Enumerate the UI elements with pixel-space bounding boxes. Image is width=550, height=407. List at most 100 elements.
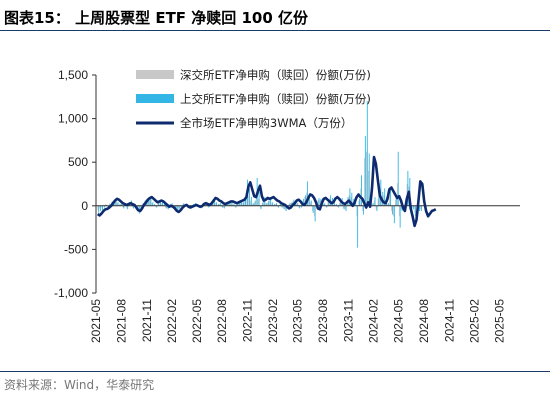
sh-bar (399, 205, 401, 228)
sh-bar (359, 198, 361, 206)
sh-bar (413, 205, 415, 210)
ma-series-line (96, 155, 437, 228)
sz-bar (176, 205, 178, 212)
sh-bar (266, 203, 268, 206)
sz-bar (99, 205, 101, 209)
sz-bar (284, 205, 286, 210)
sz-bar (178, 205, 180, 209)
sh-bar (283, 205, 285, 210)
sz-bar (257, 198, 259, 206)
legend-swatch-sz (136, 70, 174, 79)
figure-title: 图表15： 上周股票型 ETF 净赎回 100 亿份 (4, 9, 309, 27)
sh-bar (384, 188, 386, 206)
sz-bar (304, 197, 306, 206)
sz-bar (393, 205, 394, 217)
sz-bar (248, 195, 250, 206)
sh-bar (419, 205, 420, 212)
sh-bar (254, 200, 256, 206)
sh-bar (98, 205, 100, 213)
sz-bar (269, 200, 271, 206)
sh-bar (420, 205, 422, 212)
sz-bar (230, 203, 232, 206)
sh-bar (162, 202, 163, 206)
sh-bar (268, 200, 270, 206)
sz-bar (228, 202, 230, 206)
figure-title-bar: 图表15： 上周股票型 ETF 净赎回 100 亿份 (0, 8, 550, 31)
sh-bar (357, 205, 359, 248)
sh-bar (221, 205, 223, 208)
sh-bar (115, 198, 117, 206)
sh-bar (160, 200, 161, 206)
sh-bar (171, 203, 173, 206)
sh-bar (362, 205, 364, 215)
sh-bar (119, 204, 121, 206)
sh-bar (260, 205, 262, 210)
legend-label-sz: 深交所ETF净申购（赎回）份额(万份) (180, 68, 371, 82)
sh-bar (303, 198, 304, 206)
sz-bar (253, 202, 255, 206)
x-tick-label: 2023-11 (341, 299, 355, 342)
sz-bar (288, 204, 290, 206)
y-tick-label: -500 (64, 242, 88, 256)
sz-bar (364, 157, 366, 206)
sh-bar (299, 205, 301, 209)
sz-bar (265, 204, 267, 206)
y-tick-label: 0 (81, 199, 88, 213)
sh-bar (123, 205, 125, 209)
sh-bar (318, 197, 320, 206)
sh-bar (326, 205, 328, 208)
x-tick-label: 2025-05 (492, 299, 506, 343)
sz-bar (141, 204, 143, 206)
x-axis: 2021-05 2021-08 2021-11 2022-02 2022-05 2022-… (89, 299, 506, 343)
sh-bar (281, 205, 283, 208)
sz-bar (151, 203, 153, 206)
sz-bar (311, 205, 313, 212)
sh-bar (345, 205, 347, 212)
sz-bar (296, 204, 298, 206)
sh-bar (179, 205, 181, 210)
sh-bar (277, 205, 279, 208)
sh-bar (102, 205, 104, 211)
sz-bar (387, 204, 389, 206)
sz-bar (114, 200, 116, 206)
sh-bar (243, 202, 245, 206)
sz-bar (395, 199, 396, 206)
sz-bar (362, 205, 364, 212)
sh-bar (117, 202, 119, 206)
footer-rule (0, 371, 550, 372)
sh-bar (388, 203, 389, 206)
sh-bar (314, 205, 316, 222)
x-tick-label: 2024-05 (392, 299, 406, 343)
legend: 深交所ETF净申购（赎回）份额(万份) 上交所ETF净申购（赎回）份额(万份) … (136, 68, 371, 130)
sz-bar (165, 205, 166, 208)
sh-bar (361, 175, 362, 206)
sh-bar (241, 200, 243, 206)
sz-bar (122, 205, 124, 208)
sz-bar (205, 204, 207, 206)
sz-bar (356, 205, 358, 217)
sh-bar (395, 197, 397, 206)
sh-bar (165, 205, 167, 209)
sz-bar (240, 202, 242, 206)
sh-bar (252, 203, 254, 206)
sz-bar (366, 151, 367, 206)
sz-bar (149, 198, 151, 206)
sh-bar (330, 195, 332, 206)
ma-line (96, 155, 437, 228)
sz-bar (139, 205, 141, 209)
sz-bar (333, 204, 335, 206)
sh-bar (152, 202, 154, 206)
sz-bar (116, 203, 118, 206)
source-note: 资料来源：Wind，华泰研究 (4, 378, 155, 392)
sh-bar (100, 205, 102, 212)
sz-bar (317, 199, 319, 206)
sh-bar (305, 195, 306, 206)
sh-bar (372, 203, 374, 206)
sh-bar (324, 203, 326, 206)
x-tick-label: 2022-05 (190, 299, 204, 343)
sz-bar (412, 205, 414, 209)
sh-bar (258, 191, 260, 206)
x-tick-label: 2022-02 (165, 299, 179, 343)
sz-bar (261, 203, 263, 206)
